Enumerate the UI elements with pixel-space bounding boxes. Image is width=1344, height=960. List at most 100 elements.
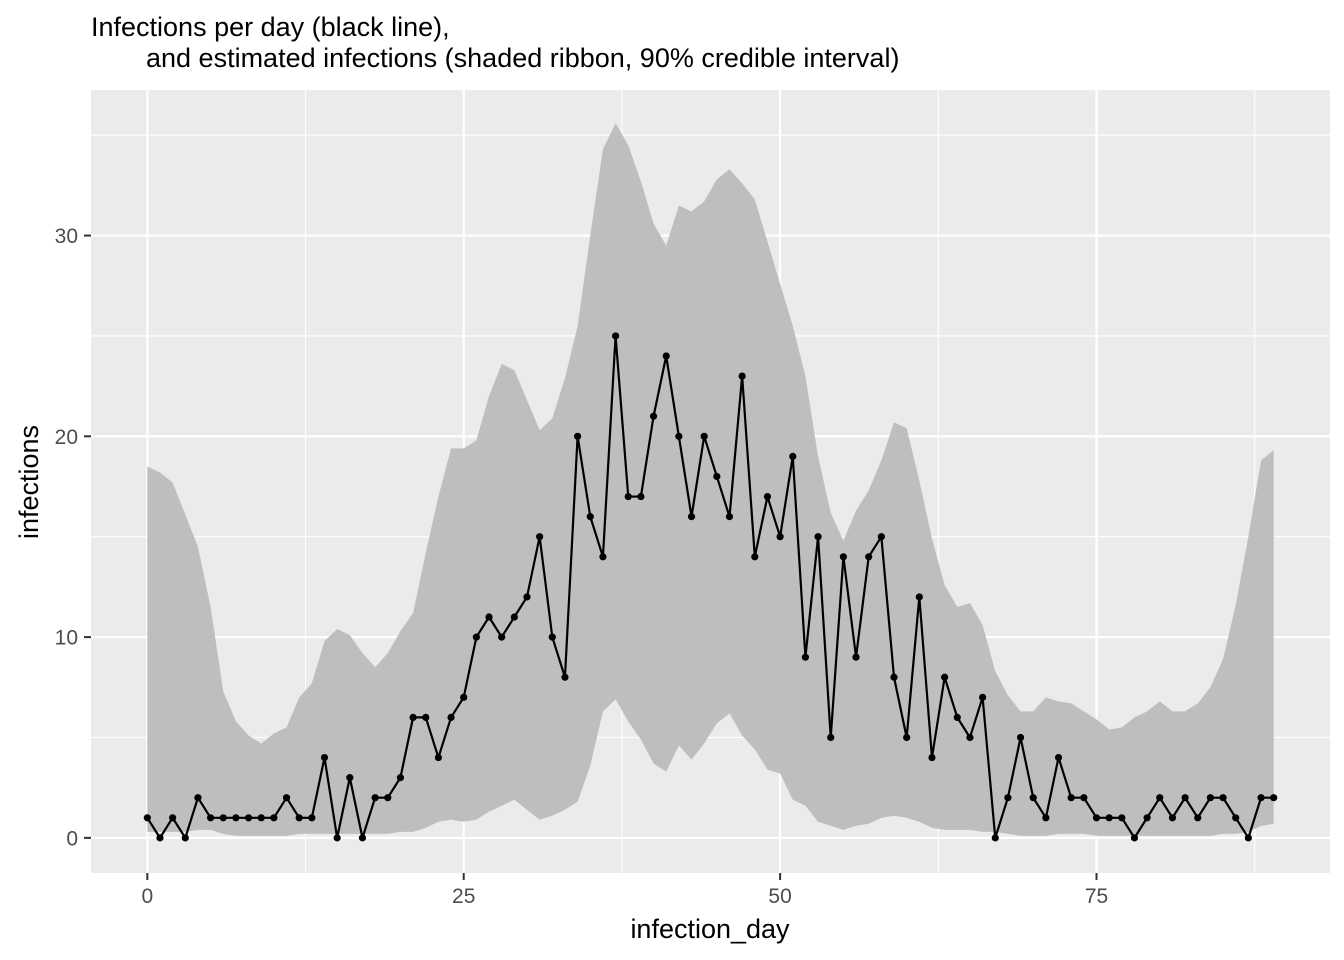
chart-subtitle: and estimated infections (shaded ribbon,…: [146, 43, 899, 73]
data-point: [599, 553, 607, 561]
data-point: [422, 713, 430, 722]
data-point: [649, 412, 658, 420]
data-point: [169, 814, 177, 822]
data-point: [371, 794, 379, 802]
data-point: [1232, 814, 1240, 822]
data-point: [181, 834, 189, 842]
data-point: [1016, 733, 1025, 742]
x-tick-label: 75: [1085, 885, 1108, 908]
data-point: [903, 733, 911, 742]
data-point: [409, 713, 417, 722]
y-tick-label: 10: [55, 627, 78, 650]
infections-line: [146, 334, 1274, 839]
data-point: [776, 533, 784, 541]
data-point: [346, 774, 354, 782]
credible-interval-ribbon: [147, 123, 1274, 836]
x-tick-label: 50: [768, 885, 791, 908]
data-point: [624, 492, 632, 501]
data-point: [801, 653, 810, 661]
data-point: [662, 352, 670, 360]
data-point: [700, 432, 708, 440]
data-point: [1270, 794, 1278, 802]
data-point: [206, 814, 215, 822]
y-tick-label: 30: [55, 225, 78, 248]
data-point: [1257, 794, 1265, 802]
data-point: [1054, 753, 1063, 762]
data-point: [1067, 794, 1075, 802]
data-point: [358, 834, 367, 842]
data-point: [384, 794, 392, 802]
data-point: [333, 834, 341, 842]
chart-title: Infections per day (black line),: [91, 12, 450, 42]
data-point: [510, 613, 518, 621]
data-point: [156, 834, 164, 842]
data-point: [1042, 814, 1050, 822]
data-point: [447, 713, 455, 722]
x-tick-label: 0: [141, 885, 153, 908]
data-point: [675, 432, 683, 440]
data-point: [687, 513, 696, 521]
y-tick-label: 20: [55, 426, 78, 449]
data-point: [1244, 834, 1252, 842]
data-point: [143, 814, 151, 822]
data-point: [991, 834, 999, 842]
data-point: [1206, 794, 1215, 802]
y-axis: 0 10 20 30: [55, 225, 91, 850]
data-point: [1143, 814, 1151, 822]
infections-points: [143, 332, 1278, 842]
data-point: [915, 593, 923, 601]
data-point: [498, 633, 506, 641]
data-point: [789, 452, 797, 461]
data-point: [396, 774, 405, 782]
data-point: [890, 673, 898, 681]
data-point: [1080, 794, 1088, 802]
data-point: [928, 753, 936, 762]
x-axis-title: infection_day: [630, 914, 790, 944]
data-point: [574, 432, 582, 440]
data-point: [1130, 834, 1139, 842]
x-axis: 0 25 50 75: [141, 873, 1108, 908]
y-axis-title: infections: [14, 425, 44, 539]
data-point: [194, 794, 202, 802]
data-point: [295, 814, 303, 822]
x-tick-label: 25: [452, 885, 475, 908]
data-point: [308, 814, 316, 822]
data-point: [839, 553, 847, 561]
data-point: [548, 633, 556, 641]
data-point: [472, 633, 480, 641]
data-point: [1168, 814, 1177, 822]
data-point: [460, 693, 468, 701]
data-point: [434, 753, 443, 762]
data-point: [738, 372, 746, 380]
data-point: [244, 814, 253, 822]
data-point: [219, 814, 227, 822]
data-point: [1219, 794, 1227, 802]
data-point: [536, 533, 544, 541]
y-tick-label: 0: [66, 827, 78, 850]
data-point: [1194, 814, 1202, 822]
data-point: [586, 513, 594, 521]
data-point: [877, 533, 885, 541]
data-point: [270, 814, 278, 822]
data-point: [1118, 814, 1126, 822]
data-point: [485, 613, 493, 621]
data-point: [257, 814, 265, 822]
data-point: [953, 713, 961, 722]
data-point: [1156, 794, 1164, 802]
data-point: [814, 533, 822, 541]
data-point: [232, 814, 240, 822]
data-point: [1181, 794, 1189, 802]
data-point: [763, 492, 772, 501]
data-point: [523, 593, 531, 601]
data-point: [1105, 814, 1113, 822]
data-point: [852, 653, 860, 661]
data-point: [282, 794, 291, 802]
data-point: [611, 332, 620, 340]
data-point: [827, 733, 835, 742]
data-point: [725, 513, 734, 521]
data-point: [713, 472, 721, 481]
data-point: [1029, 794, 1037, 802]
data-point: [941, 673, 949, 681]
data-point: [978, 693, 987, 701]
